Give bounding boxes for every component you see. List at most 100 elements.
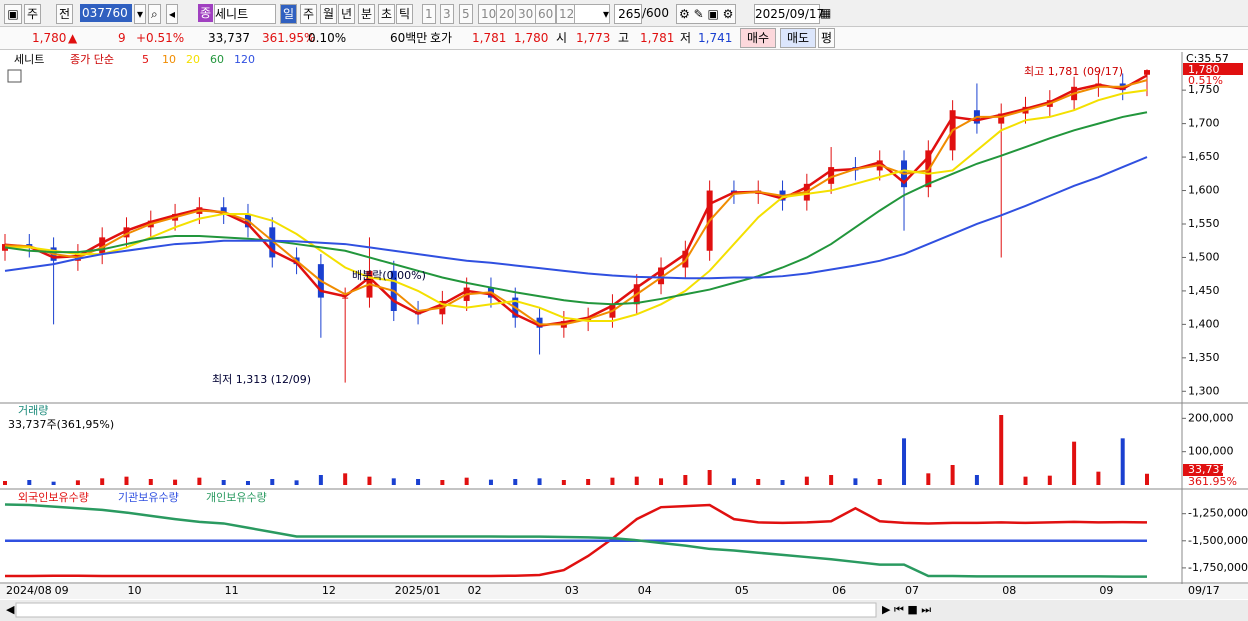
rate: +0.51%: [136, 31, 185, 45]
volume-bar: [926, 473, 931, 485]
volume-bar: [100, 478, 105, 485]
volume-bar: [1120, 438, 1125, 485]
volume-bar: [221, 480, 226, 485]
volume-bar: [756, 479, 761, 485]
sell-button[interactable]: 매도: [780, 28, 816, 48]
y-tick-label: -1,500,000: [1188, 534, 1248, 547]
volume-bar: [853, 478, 858, 485]
x-tick-label: 04: [638, 584, 652, 597]
candle-body: [658, 267, 665, 285]
period-button[interactable]: 월: [320, 4, 338, 24]
calc-icon[interactable]: [7, 69, 22, 83]
x-tick-label: 09: [1099, 584, 1113, 597]
volume-bar: [27, 480, 32, 485]
count-max: /600: [642, 6, 669, 20]
period-button[interactable]: 일: [280, 4, 298, 24]
volume-bar: [1047, 475, 1052, 485]
period-button[interactable]: 분: [358, 4, 376, 24]
x-tick-label: 02: [468, 584, 482, 597]
tools[interactable]: ⚙ ✎ ▣ ⚙: [676, 4, 737, 24]
line: [4, 156, 1148, 280]
x-tick-label: 2024/08: [6, 584, 52, 597]
panel-subtitle: 33,737주(361,95%): [8, 418, 114, 431]
avg-button[interactable]: 평: [818, 28, 836, 48]
volume-bar: [999, 415, 1004, 485]
y-tick-label: 1,600: [1188, 184, 1220, 197]
calendar[interactable]: ▦: [820, 6, 832, 20]
buy-button[interactable]: 매수: [740, 28, 776, 48]
legend-entry: 외국인보유수량: [18, 491, 89, 504]
market-select[interactable]: 주: [24, 4, 42, 24]
y-tick-label: 1,500: [1188, 250, 1220, 263]
interval-button[interactable]: 1: [422, 4, 436, 24]
volume-bar: [829, 475, 834, 485]
candle-body: [536, 317, 543, 328]
x-tick-label: 10: [127, 584, 141, 597]
badge: 종: [198, 4, 214, 22]
turnover: 0.10%: [308, 31, 347, 45]
volume-bar: [974, 475, 979, 485]
volume-bar: [586, 479, 591, 485]
scroll-right[interactable]: ▶ ⏮ ■ ⏭: [882, 603, 931, 616]
code-input[interactable]: 037760: [80, 4, 132, 22]
y-tick-label: -1,750,000: [1188, 561, 1248, 574]
search[interactable]: ⌕: [148, 4, 161, 24]
legend-entry: 기관보유수량: [118, 491, 179, 504]
scroll-track[interactable]: [15, 602, 877, 618]
candle-body: [1144, 70, 1150, 75]
x-axis-bg: [0, 584, 1248, 599]
sound[interactable]: ◂: [166, 4, 179, 24]
volume-bar: [464, 477, 469, 485]
volume-bar: [610, 477, 615, 485]
interval-button[interactable]: 30: [515, 4, 537, 24]
custom-period[interactable]: ▾: [574, 4, 610, 24]
period-button[interactable]: 년: [338, 4, 356, 24]
last-label: 33,737: [1188, 463, 1227, 476]
period-button[interactable]: 초: [378, 4, 396, 24]
name-input[interactable]: 세니트: [214, 4, 276, 24]
volume-bar: [270, 479, 275, 485]
candle-body: [998, 113, 1005, 124]
y-tick-label: 1,400: [1188, 317, 1220, 330]
x-tick-label: 11: [225, 584, 239, 597]
open-label: 시: [556, 31, 568, 45]
candle-body: [220, 207, 227, 214]
volume-bar: [1145, 473, 1149, 485]
period-button[interactable]: 주: [300, 4, 318, 24]
legend-entry: 20: [186, 53, 200, 66]
high-label: 고: [618, 31, 630, 45]
amount: 60백만: [390, 31, 428, 45]
volume-bar: [1072, 441, 1077, 485]
volume-bar: [561, 480, 566, 485]
volume-bar: [683, 475, 688, 485]
x-tick-label: 05: [735, 584, 749, 597]
count[interactable]: 265: [614, 4, 642, 24]
dropdown[interactable]: ▾: [134, 4, 147, 24]
open: 1,773: [576, 31, 611, 45]
volume-bar: [294, 480, 299, 485]
candle-body: [99, 237, 106, 255]
candle-body: [828, 167, 835, 184]
volume-bar: [804, 476, 809, 485]
last-label: 1,780: [1188, 63, 1220, 76]
legend-entry: 5: [142, 53, 149, 66]
prev-button[interactable]: 전: [56, 4, 74, 24]
volume-ratio: 361.95%: [262, 31, 316, 45]
scroll-left[interactable]: ◀: [6, 603, 15, 616]
volume-bar: [51, 481, 56, 485]
x-tick-label: 12: [322, 584, 336, 597]
volume-bar: [877, 479, 882, 485]
menu-icon[interactable]: ▣: [4, 4, 22, 24]
last-box: [1183, 464, 1223, 476]
date-input[interactable]: 2025/09/17: [754, 4, 824, 24]
interval-button[interactable]: 3: [440, 4, 454, 24]
volume-bar: [75, 480, 80, 485]
interval-button[interactable]: 60: [535, 4, 557, 24]
candle-body: [123, 227, 130, 238]
last-rate: 0.51%: [1188, 74, 1223, 87]
interval-button[interactable]: 5: [459, 4, 473, 24]
volume-bar: [197, 477, 202, 485]
period-button[interactable]: 틱: [396, 4, 414, 24]
volume-bar: [902, 438, 907, 485]
